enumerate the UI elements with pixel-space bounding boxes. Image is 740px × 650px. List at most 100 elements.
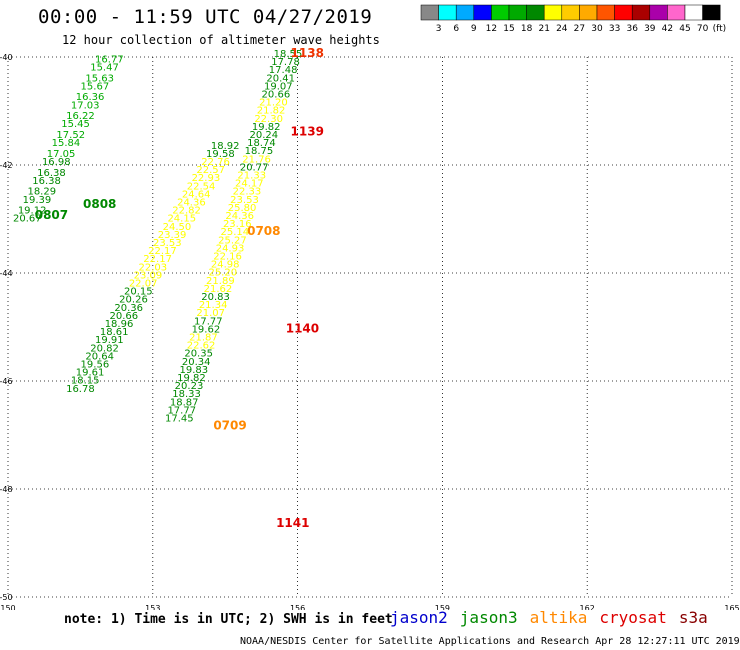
wave-height-value: 25.80 [228,203,257,214]
wave-height-value: 22.33 [233,187,262,198]
wave-height-value: 22.16 [213,252,242,263]
wave-height-value: 17.45 [165,414,194,425]
wave-height-value: 22.07 [129,279,158,290]
wave-height-value: 24.17 [235,179,264,190]
y-tick-label: -42 [0,161,13,170]
legend-item-cryosat: cryosat [599,608,667,627]
wave-height-value: 16.36 [76,92,105,103]
wave-height-value: 18.75 [245,146,274,157]
scale-label: 42 [662,24,673,34]
color-scale: 3 6 9 12 15 18 21 24 27 30 33 36 39 42 45 70 (ft) [420,4,727,34]
wave-height-value: 21.87 [189,333,218,344]
scale-label: 30 [591,24,603,34]
wave-height-value: 18.33 [172,389,201,400]
wave-height-value: 17.48 [269,65,298,76]
wave-height-value: 20.83 [201,292,230,303]
time-label: 1138 [291,46,324,60]
wave-height-value: 18.96 [105,319,134,330]
time-label: 0807 [35,208,68,222]
wave-height-value: 20.66 [262,90,291,101]
wave-height-value: 22.17 [143,254,172,265]
time-label: 0708 [247,224,280,238]
wave-height-value: 20.41 [266,73,295,84]
wave-height-value: 18.74 [247,138,276,149]
wave-height-value: 18.29 [27,187,56,198]
wave-height-value: 20.64 [85,351,114,362]
wave-height-value: 20.34 [182,357,211,368]
wave-height-value: 20.15 [124,287,153,298]
wave-height-value: 19.91 [95,335,124,346]
scale-label: 24 [556,24,568,34]
scale-label: 15 [503,24,514,34]
wave-height-value: 24.93 [216,243,245,254]
scale-label: 45 [679,24,690,34]
wave-height-value: 19.82 [177,373,206,384]
wave-height-value: 15.47 [90,63,119,74]
scale-unit: (ft) [713,24,727,34]
wave-height-value: 17.03 [71,100,100,111]
chart-subtitle: 12 hour collection of altimeter wave hei… [62,33,380,47]
wave-height-value: 15.45 [61,119,90,130]
wave-height-value: 19.62 [192,324,221,335]
scale-label: 12 [486,24,497,34]
wave-height-value: 20.66 [110,311,139,322]
wave-height-value: 25.27 [218,235,247,246]
wave-height-value: 15.63 [85,73,114,84]
wave-height-value: 17.52 [56,130,85,141]
wave-height-value: 20.77 [240,162,269,173]
wave-height-value: 15.84 [52,138,81,149]
wave-height-value: 24.50 [163,222,192,233]
wave-height-value: 22.82 [172,206,201,217]
scale-label: 9 [471,24,477,34]
wave-height-value: 19.83 [180,365,209,376]
wave-height-value: 20.24 [249,130,278,141]
wave-height-value: 22.57 [196,165,225,176]
scale-label: 6 [453,24,459,34]
y-tick-label: -48 [0,485,13,494]
legend-item-jason3: jason3 [459,608,518,627]
scale-label: 18 [521,24,533,34]
legend-item-jason2: jason2 [390,608,448,627]
wave-height-value: 21.33 [237,171,266,182]
wave-height-value: 18.55 [274,49,303,60]
wave-height-value: 18.87 [170,397,199,408]
time-label: 0709 [213,419,246,433]
time-label: 1140 [286,321,319,335]
wave-height-value: 19.61 [76,368,105,379]
wave-height-value: 25.20 [208,268,237,279]
wave-height-value: 20.23 [175,381,204,392]
wave-height-value: 19.07 [264,81,293,92]
x-tick-label: 153 [145,604,160,610]
wave-height-value: 19.39 [23,195,52,206]
wave-height-value: 23.16 [223,219,252,230]
note-text: note: 1) Time is in UTC; 2) SWH is in fe… [64,612,393,627]
wave-height-value: 24.98 [211,260,240,271]
wave-height-value: 22.62 [187,341,216,352]
wave-height-value: 21.34 [199,300,228,311]
chart-plot: 150 153 156 159 162 165 -40 -42 -44 -46 -48 -50 16.7… [0,46,740,610]
wave-height-value: 20.26 [119,295,148,306]
wave-height-value: 25.14 [221,227,250,238]
wave-height-value: 22.76 [201,157,230,168]
legend-item-s3a: s3a [678,608,708,627]
wave-height-value: 17.05 [47,149,76,160]
wave-height-value: 22.93 [192,173,221,184]
wave-height-value: 17.78 [271,57,300,68]
wave-height-value: 20.82 [90,343,119,354]
scale-label: 27 [574,24,585,34]
wave-height-value: 20.36 [114,303,143,314]
time-label: 1141 [276,516,309,530]
wave-height-value: 16.38 [37,168,66,179]
wave-height-value: 23.09 [134,270,163,281]
wave-height-value: 18.92 [211,141,240,152]
x-tick-label: 156 [290,604,305,610]
y-tick-label: -50 [0,593,13,602]
wave-height-value: 15.67 [81,81,110,92]
wave-height-value: 21.82 [257,106,286,117]
wave-height-value: 16.77 [95,54,124,65]
wave-height-value: 19.12 [18,206,47,217]
wave-height-value: 21.76 [242,154,271,165]
wave-height-value: 16.78 [66,384,95,395]
wave-height-value: 24.36 [177,198,206,209]
y-tick-label: -46 [0,377,13,386]
